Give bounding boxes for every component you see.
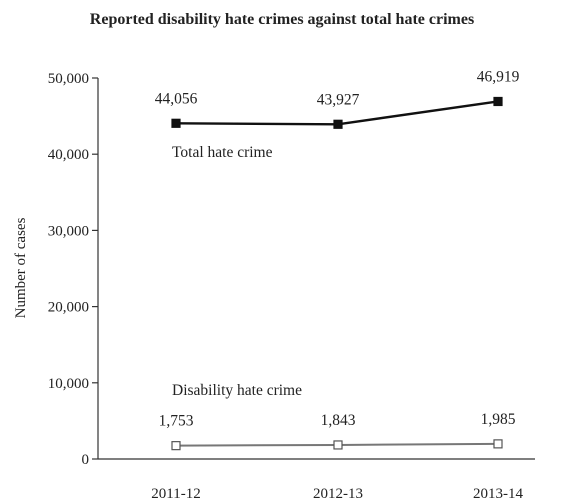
data-label: 1,843 <box>321 412 356 429</box>
x-tick-label: 2011-12 <box>151 486 200 502</box>
data-label: 1,753 <box>159 413 194 430</box>
data-point <box>333 440 343 450</box>
y-tick-label: 10,000 <box>48 376 89 392</box>
y-tick-label: 30,000 <box>48 223 89 239</box>
y-axis-label: Number of cases <box>13 217 29 318</box>
chart-title: Reported disability hate crimes against … <box>90 11 474 28</box>
series-1: 1,753 1,843 1,985 Disability hate crime <box>159 382 516 451</box>
data-label: 44,056 <box>155 90 198 107</box>
data-point <box>333 119 343 129</box>
y-tick-label: 0 <box>82 452 90 468</box>
data-label: 1,985 <box>481 411 516 428</box>
y-tick-label: 40,000 <box>48 147 89 163</box>
y-axis-ticks: 0 10,000 20,000 30,000 40,000 50,000 <box>48 71 98 468</box>
data-point <box>171 441 181 451</box>
x-tick-label: 2013-14 <box>473 486 523 502</box>
y-tick-label: 50,000 <box>48 71 89 87</box>
data-point <box>493 439 503 449</box>
series-label: Disability hate crime <box>172 382 302 399</box>
data-label: 43,927 <box>317 91 360 108</box>
data-label: 46,919 <box>477 68 520 85</box>
y-tick-label: 20,000 <box>48 300 89 316</box>
series-0: 44,056 43,927 46,919 Total hate crime <box>155 68 520 161</box>
data-point <box>493 96 503 107</box>
x-tick-label: 2012-13 <box>313 486 363 502</box>
series-label: Total hate crime <box>172 144 273 161</box>
data-point <box>171 118 181 128</box>
x-axis-ticks: 2011-12 2012-13 2013-14 <box>151 486 523 502</box>
